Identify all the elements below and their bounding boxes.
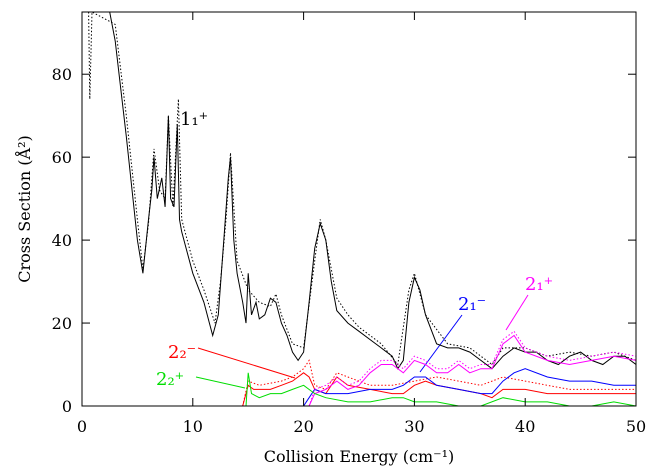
plot-lines	[82, 12, 636, 406]
series-line	[109, 12, 636, 370]
annotation: 2₁⁻	[458, 294, 486, 315]
series-line	[88, 12, 636, 366]
x-tick-label: 40	[515, 417, 535, 436]
annotation-arrow	[197, 347, 296, 379]
x-tick-label: 10	[183, 417, 203, 436]
annotation-arrow	[505, 294, 529, 331]
y-axis-label: Cross Section (Å²)	[14, 135, 34, 282]
x-axis-label: Collision Energy (cm⁻¹)	[264, 447, 455, 466]
y-tick-label: 60	[52, 148, 72, 167]
annotation: 2₂⁺	[156, 369, 184, 390]
annotation: 2₂⁻	[168, 342, 196, 363]
x-tick-label: 0	[77, 417, 87, 436]
y-tick-label: 20	[52, 314, 72, 333]
series-line	[82, 368, 636, 406]
series-line	[308, 330, 636, 406]
y-tick-label: 80	[52, 65, 72, 84]
x-tick-label: 30	[404, 417, 424, 436]
annotation: 2₁⁺	[525, 274, 553, 295]
x-tick-label: 20	[293, 417, 313, 436]
y-tick-label: 0	[62, 397, 72, 416]
series-line	[82, 372, 636, 406]
series-line	[242, 359, 636, 406]
annotations: 1₁⁺ 2₁⁻ 2₁⁺ 2₂⁻ 2₂⁺	[156, 109, 553, 390]
series-line	[308, 334, 636, 406]
x-tick-label: 50	[626, 417, 646, 436]
y-tick-label: 40	[52, 231, 72, 250]
annotation: 1₁⁺	[180, 109, 208, 130]
plot-frame	[81, 11, 637, 407]
annotation-arrow	[419, 314, 463, 373]
annotation-arrow	[195, 376, 246, 389]
